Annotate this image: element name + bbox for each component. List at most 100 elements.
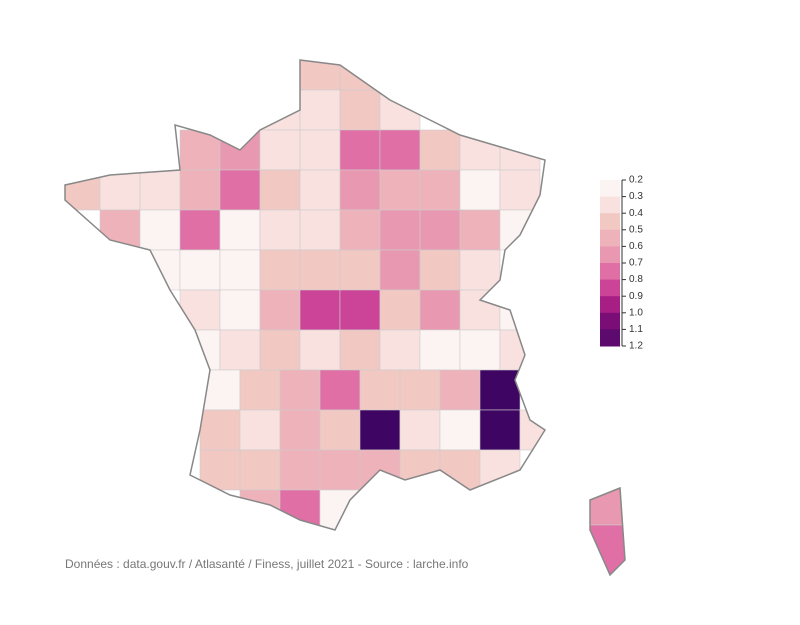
legend-tick-label: 0.7 [629,258,643,269]
department [99,169,141,211]
departments [65,60,625,575]
department [65,169,101,211]
legend-swatch [600,329,620,347]
department [139,169,181,211]
department [379,209,421,251]
legend-tick-label: 0.5 [629,224,643,235]
department [379,329,421,371]
department [239,409,281,451]
department [419,209,461,251]
legend-tick-label: 0.6 [629,241,643,252]
department [339,129,381,171]
department [419,249,461,291]
department [219,169,261,211]
department [259,289,301,331]
department [339,169,381,211]
legend-tick-label: 1.0 [629,307,643,318]
legend-tick-label: 0.3 [629,191,643,202]
department [219,249,261,291]
department [199,449,241,491]
department [219,289,261,331]
department [259,89,301,131]
department [519,409,561,451]
department [219,329,261,371]
legend: 0.2 0.3 0.4 0.5 0.6 0.7 0.8 0.9 1.0 1.1 1.2 [600,175,643,352]
department [339,249,381,291]
department [139,209,181,251]
department [379,249,421,291]
source-note: Données : data.gouv.fr / Atlasanté / Fin… [65,557,469,571]
department [239,449,281,491]
department [279,369,321,411]
department [379,289,421,331]
department [299,60,341,91]
department [259,169,301,211]
department [399,409,441,451]
department [179,289,221,331]
department [459,329,501,371]
department [279,409,321,451]
department [179,169,221,211]
department [459,169,501,211]
legend-tick-label: 0.9 [629,291,643,302]
legend-swatch [600,296,620,314]
department [419,329,461,371]
department [299,289,341,331]
department [99,209,141,251]
department [339,209,381,251]
department [499,209,541,251]
department [299,329,341,371]
legend-swatch [600,312,620,330]
department [279,449,321,491]
department [299,169,341,211]
legend-tick-label: 1.1 [629,324,643,335]
department [339,329,381,371]
department [359,369,401,411]
department [339,89,381,131]
department [584,484,625,526]
department [379,169,421,211]
department [379,129,421,171]
department [339,289,381,331]
department [499,129,541,171]
corsica-outline [589,486,626,577]
department [419,169,461,211]
department [259,329,301,371]
department [419,129,461,171]
legend-swatch [600,180,620,198]
department [439,409,481,451]
department [319,449,361,491]
department [499,329,541,371]
department [259,249,301,291]
department [179,329,221,371]
department [479,369,521,411]
department [499,169,541,211]
department [219,209,261,251]
department [179,129,221,171]
legend-swatch [600,229,620,247]
legend-swatch [600,196,620,214]
department [379,89,421,131]
department [399,369,441,411]
department [459,289,501,331]
department [439,369,481,411]
department [199,409,241,451]
france-outline [64,59,547,531]
department [179,209,221,251]
legend-swatch [600,263,620,281]
department [499,289,541,331]
department [459,209,501,251]
legend-tick-label: 0.8 [629,274,643,285]
legend-swatch [600,213,620,231]
legend-swatch [600,246,620,264]
department [299,129,341,171]
department [399,449,441,491]
department [459,249,501,291]
legend-tick-label: 0.4 [629,208,643,219]
department [299,249,341,291]
department [479,409,521,451]
department [179,249,221,291]
department [319,369,361,411]
legend-tick-label: 1.2 [629,341,643,352]
